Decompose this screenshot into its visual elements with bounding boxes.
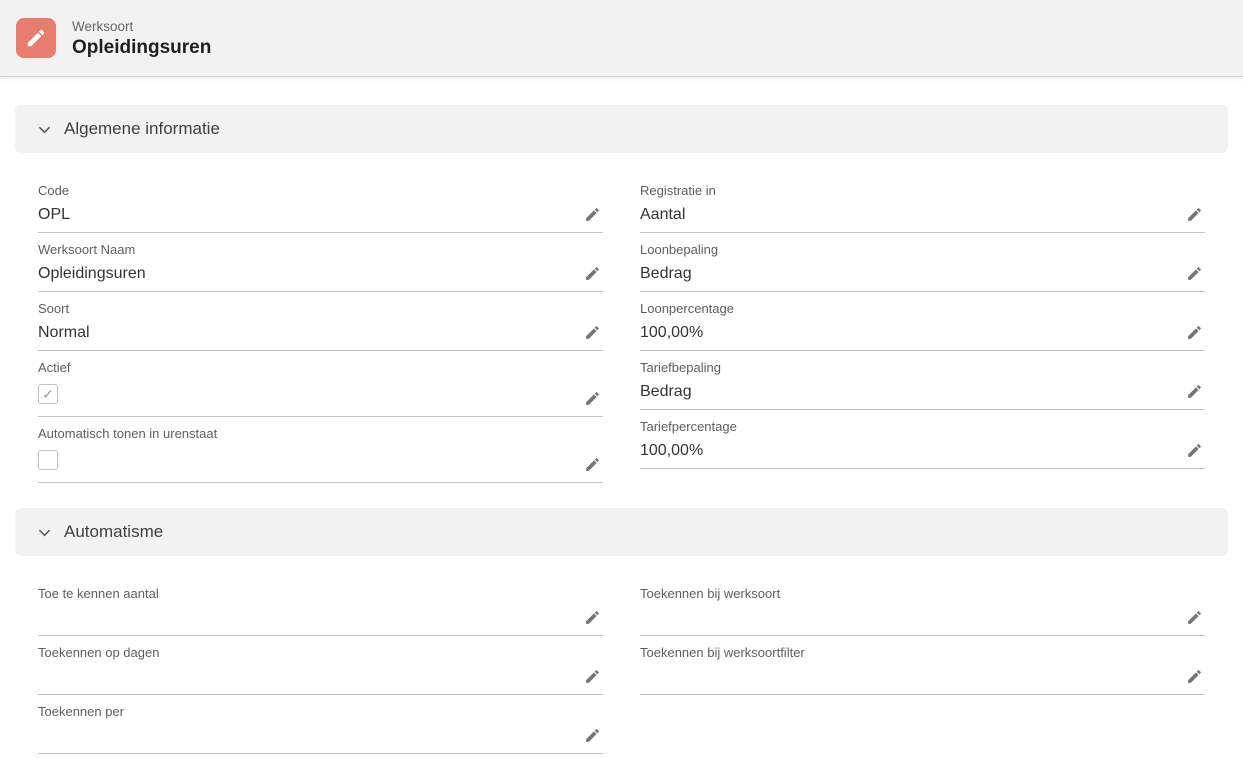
title-block: Werksoort Opleidingsuren [72, 18, 211, 59]
pencil-icon [586, 458, 599, 471]
field-value [640, 666, 1179, 688]
field-label: Automatisch tonen in urenstaat [38, 426, 218, 441]
field-value: Bedrag [640, 383, 692, 400]
field-toekennen-per: Toekennen per [38, 695, 603, 754]
pencil-icon [586, 611, 599, 624]
chevron-down-icon [38, 126, 51, 133]
checkmark-icon: ✓ [42, 386, 54, 402]
left-column: Toe te kennen aantal Toekennen op dagen … [38, 577, 603, 754]
edit-button[interactable] [1186, 668, 1203, 685]
form-content: Algemene informatie Code OPL Werksoort N… [0, 105, 1243, 754]
field-value [640, 607, 1179, 629]
chevron-down-icon [38, 529, 51, 536]
field-value: Opleidingsuren [38, 265, 146, 282]
edit-button[interactable] [584, 609, 601, 626]
field-label: Werksoort Naam [38, 242, 136, 257]
field-label: Loonpercentage [640, 301, 734, 316]
pencil-icon [586, 392, 599, 405]
edit-button[interactable] [584, 206, 601, 223]
pencil-icon [1188, 208, 1201, 221]
page-header: Werksoort Opleidingsuren [0, 0, 1243, 77]
field-toekennen-bij-werksoort: Toekennen bij werksoort [640, 577, 1205, 636]
edit-button[interactable] [1186, 324, 1203, 341]
field-value: Aantal [640, 206, 686, 223]
page-title: Opleidingsuren [72, 36, 212, 58]
edit-button[interactable] [584, 727, 601, 744]
pencil-icon [586, 670, 599, 683]
field-label: Tariefpercentage [640, 419, 737, 434]
automatisch-tonen-checkbox[interactable] [38, 450, 58, 470]
field-value: OPL [38, 206, 71, 223]
field-value: Normal [38, 324, 90, 341]
section-automatisme-fields: Toe te kennen aantal Toekennen op dagen … [38, 577, 1205, 754]
pencil-icon [586, 208, 599, 221]
edit-button[interactable] [1186, 383, 1203, 400]
pencil-icon [1188, 444, 1201, 457]
edit-button[interactable] [584, 668, 601, 685]
field-value [38, 666, 577, 688]
field-automatisch-tonen-in-urenstaat: Automatisch tonen in urenstaat [38, 417, 603, 483]
edit-button[interactable] [1186, 206, 1203, 223]
edit-button[interactable] [1186, 265, 1203, 282]
field-soort: Soort Normal [38, 292, 603, 351]
field-value: 100,00% [640, 442, 704, 459]
field-loonbepaling: Loonbepaling Bedrag [640, 233, 1205, 292]
field-label: Toe te kennen aantal [38, 586, 159, 601]
pencil-icon [1188, 326, 1201, 339]
pencil-icon [1188, 267, 1201, 280]
pencil-icon [1188, 385, 1201, 398]
field-code: Code OPL [38, 174, 603, 233]
pencil-icon [1188, 670, 1201, 683]
edit-button[interactable] [584, 324, 601, 341]
field-value [38, 607, 577, 629]
werksoort-app-icon [16, 18, 56, 58]
field-toekennen-op-dagen: Toekennen op dagen [38, 636, 603, 695]
field-label: Loonbepaling [640, 242, 719, 257]
right-column: Registratie in Aantal Loonbepaling Bedra… [640, 174, 1205, 483]
field-label: Toekennen per [38, 704, 125, 719]
field-toekennen-bij-werksoortfilter: Toekennen bij werksoortfilter [640, 636, 1205, 695]
field-label: Toekennen bij werksoort [640, 586, 781, 601]
right-column: Toekennen bij werksoort Toekennen bij we… [640, 577, 1205, 754]
field-value: Bedrag [640, 265, 692, 282]
edit-button[interactable] [1186, 609, 1203, 626]
field-label: Toekennen bij werksoortfilter [640, 645, 805, 660]
section-title: Algemene informatie [64, 119, 220, 138]
section-title: Automatisme [64, 522, 164, 541]
pencil-icon [27, 29, 45, 47]
field-actief: Actief ✓ [38, 351, 603, 417]
entity-type-label: Werksoort [72, 18, 134, 34]
field-label: Toekennen op dagen [38, 645, 160, 660]
pencil-icon [1188, 611, 1201, 624]
field-value [38, 725, 577, 747]
pencil-icon [586, 267, 599, 280]
section-header-automatisme[interactable]: Automatisme [15, 508, 1228, 556]
field-loonpercentage: Loonpercentage 100,00% [640, 292, 1205, 351]
field-label: Code [38, 183, 70, 198]
pencil-icon [586, 326, 599, 339]
field-value: 100,00% [640, 324, 704, 341]
field-toe-te-kennen-aantal: Toe te kennen aantal [38, 577, 603, 636]
edit-button[interactable] [1186, 442, 1203, 459]
edit-button[interactable] [584, 265, 601, 282]
field-label: Tariefbepaling [640, 360, 721, 375]
left-column: Code OPL Werksoort Naam Opleidingsuren S… [38, 174, 603, 483]
section-algemene-informatie-fields: Code OPL Werksoort Naam Opleidingsuren S… [38, 174, 1205, 483]
field-label: Actief [38, 360, 71, 375]
section-header-algemene-informatie[interactable]: Algemene informatie [15, 105, 1228, 153]
field-werksoort-naam: Werksoort Naam Opleidingsuren [38, 233, 603, 292]
field-tariefpercentage: Tariefpercentage 100,00% [640, 410, 1205, 469]
field-label: Soort [38, 301, 70, 316]
field-registratie-in: Registratie in Aantal [640, 174, 1205, 233]
field-tariefbepaling: Tariefbepaling Bedrag [640, 351, 1205, 410]
actief-checkbox[interactable]: ✓ [38, 384, 58, 404]
edit-button[interactable] [584, 456, 601, 473]
edit-button[interactable] [584, 390, 601, 407]
pencil-icon [586, 729, 599, 742]
field-label: Registratie in [640, 183, 716, 198]
